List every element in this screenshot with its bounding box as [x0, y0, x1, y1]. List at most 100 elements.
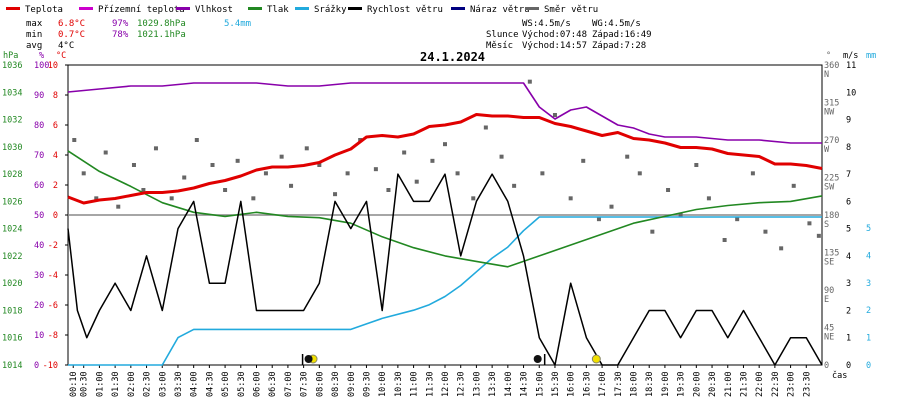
wind-direction-point [455, 171, 460, 176]
wind-direction-point [345, 171, 350, 176]
sun-label: Slunce [486, 30, 519, 40]
c-tick: 4 [53, 151, 58, 161]
wind-direction-point [72, 138, 77, 142]
dir-tick: W [824, 145, 830, 155]
mm-tick: 1 [866, 334, 871, 344]
dir-tick: NW [824, 108, 835, 118]
c-tick: 8 [53, 91, 58, 101]
pct-tick: 10 [34, 331, 44, 341]
series-tlak [67, 150, 823, 268]
x-tick: 10:30 [394, 371, 404, 397]
legend-swatch [248, 7, 262, 10]
x-tick: 03:00 [158, 371, 168, 397]
legend-swatch [525, 7, 539, 10]
wind-direction-point [430, 158, 435, 163]
stat-max-label: max [26, 19, 43, 29]
x-tick: 04:30 [205, 371, 215, 397]
wind-direction-point [596, 217, 601, 222]
c-tick: 10 [48, 61, 58, 71]
sun-rise: Východ:07:48 [522, 30, 587, 40]
x-tick: 02:30 [143, 371, 153, 397]
legend-swatch [348, 7, 362, 10]
x-tick: 14:00 [504, 371, 514, 397]
wind-direction-point [235, 158, 240, 163]
axes: 1036103410321030102810261024102210201018… [2, 61, 871, 397]
wind-direction-point [373, 167, 378, 172]
ms-tick: 0 [846, 361, 851, 371]
legend-item-7: Směr větru [544, 5, 598, 15]
stat-min-press: 1021.1hPa [137, 30, 186, 40]
ms-tick: 6 [846, 197, 851, 207]
wind-direction-point [210, 163, 215, 167]
x-tick: 18:30 [645, 371, 655, 397]
x-tick: 09:30 [362, 371, 372, 397]
legend-item-1: Přízemní teplota [98, 5, 185, 15]
ms-tick: 5 [846, 225, 851, 235]
legend-item-5: Rychlost větru [367, 5, 443, 15]
wind-direction-point [263, 171, 268, 176]
c-tick: -8 [48, 331, 58, 341]
legend-swatch [176, 7, 190, 10]
stat-min-temp: 0.7°C [58, 30, 85, 40]
mm-tick: 2 [866, 306, 871, 316]
wind-direction-point [750, 171, 755, 176]
wind-direction-point [527, 79, 532, 84]
wind-direction-point [414, 179, 419, 184]
x-tick: 22:30 [771, 371, 781, 397]
wind-direction-point [94, 196, 99, 201]
pct-tick: 30 [34, 271, 44, 281]
axis-label-pct: % [39, 51, 44, 61]
moon-label: Měsíc [486, 41, 513, 51]
axis-label-hpa: hPa [3, 51, 18, 61]
series-srážky [68, 216, 822, 366]
dir-tick: NE [824, 333, 834, 343]
x-tick: 20:00 [692, 371, 702, 397]
plot-area [67, 79, 823, 366]
wind-direction-point [153, 146, 158, 151]
wind-direction-point [816, 233, 821, 238]
mm-tick: 4 [866, 251, 871, 261]
stat-max-hum: 97% [112, 19, 129, 29]
wind-direction-point [141, 188, 146, 192]
hpa-tick: 1024 [2, 225, 22, 235]
x-tick: 13:30 [488, 371, 498, 397]
wind-direction-point [471, 196, 476, 201]
wind-direction-point [194, 138, 199, 142]
hpa-tick: 1018 [2, 306, 22, 316]
x-tick: 22:00 [755, 371, 765, 397]
wind-direction-point [443, 142, 447, 147]
dir-tick: 45 [824, 324, 834, 334]
wind-direction-point [807, 221, 812, 226]
stat-avg-label: avg [26, 41, 42, 51]
dir-tick: 360 [824, 61, 839, 71]
wind-direction-point [251, 196, 256, 201]
hpa-tick: 1020 [2, 279, 22, 289]
wind-direction-point [333, 192, 338, 197]
x-tick: 11:00 [410, 371, 420, 397]
legend-swatch [6, 7, 20, 10]
x-tick: 07:30 [300, 371, 310, 397]
hpa-tick: 1014 [2, 361, 22, 371]
wind-direction-point [81, 171, 86, 176]
pct-tick: 80 [34, 121, 44, 131]
x-tick: 06:30 [268, 371, 278, 397]
ms-tick: 9 [846, 116, 851, 126]
legend-item-0: Teplota [25, 5, 63, 15]
wind-direction-point [650, 229, 655, 234]
wind-direction-point [637, 171, 642, 176]
hpa-tick: 1016 [2, 334, 22, 344]
wind-direction-point [791, 183, 796, 188]
c-tick: -2 [48, 241, 58, 251]
x-tick: 09:00 [347, 371, 357, 397]
wind-direction-point [103, 150, 108, 155]
wind-direction-point [289, 183, 294, 188]
stats-block: max 6.8°C 97% 1029.8hPa 5.4mm min 0.7°C … [26, 19, 652, 51]
pct-tick: 50 [34, 211, 44, 221]
x-tick: 00:30 [80, 371, 90, 397]
wind-direction-point [666, 188, 671, 192]
x-tick: 11:30 [425, 371, 435, 397]
legend-swatch [79, 7, 93, 10]
x-tick: 03:30 [174, 371, 184, 397]
